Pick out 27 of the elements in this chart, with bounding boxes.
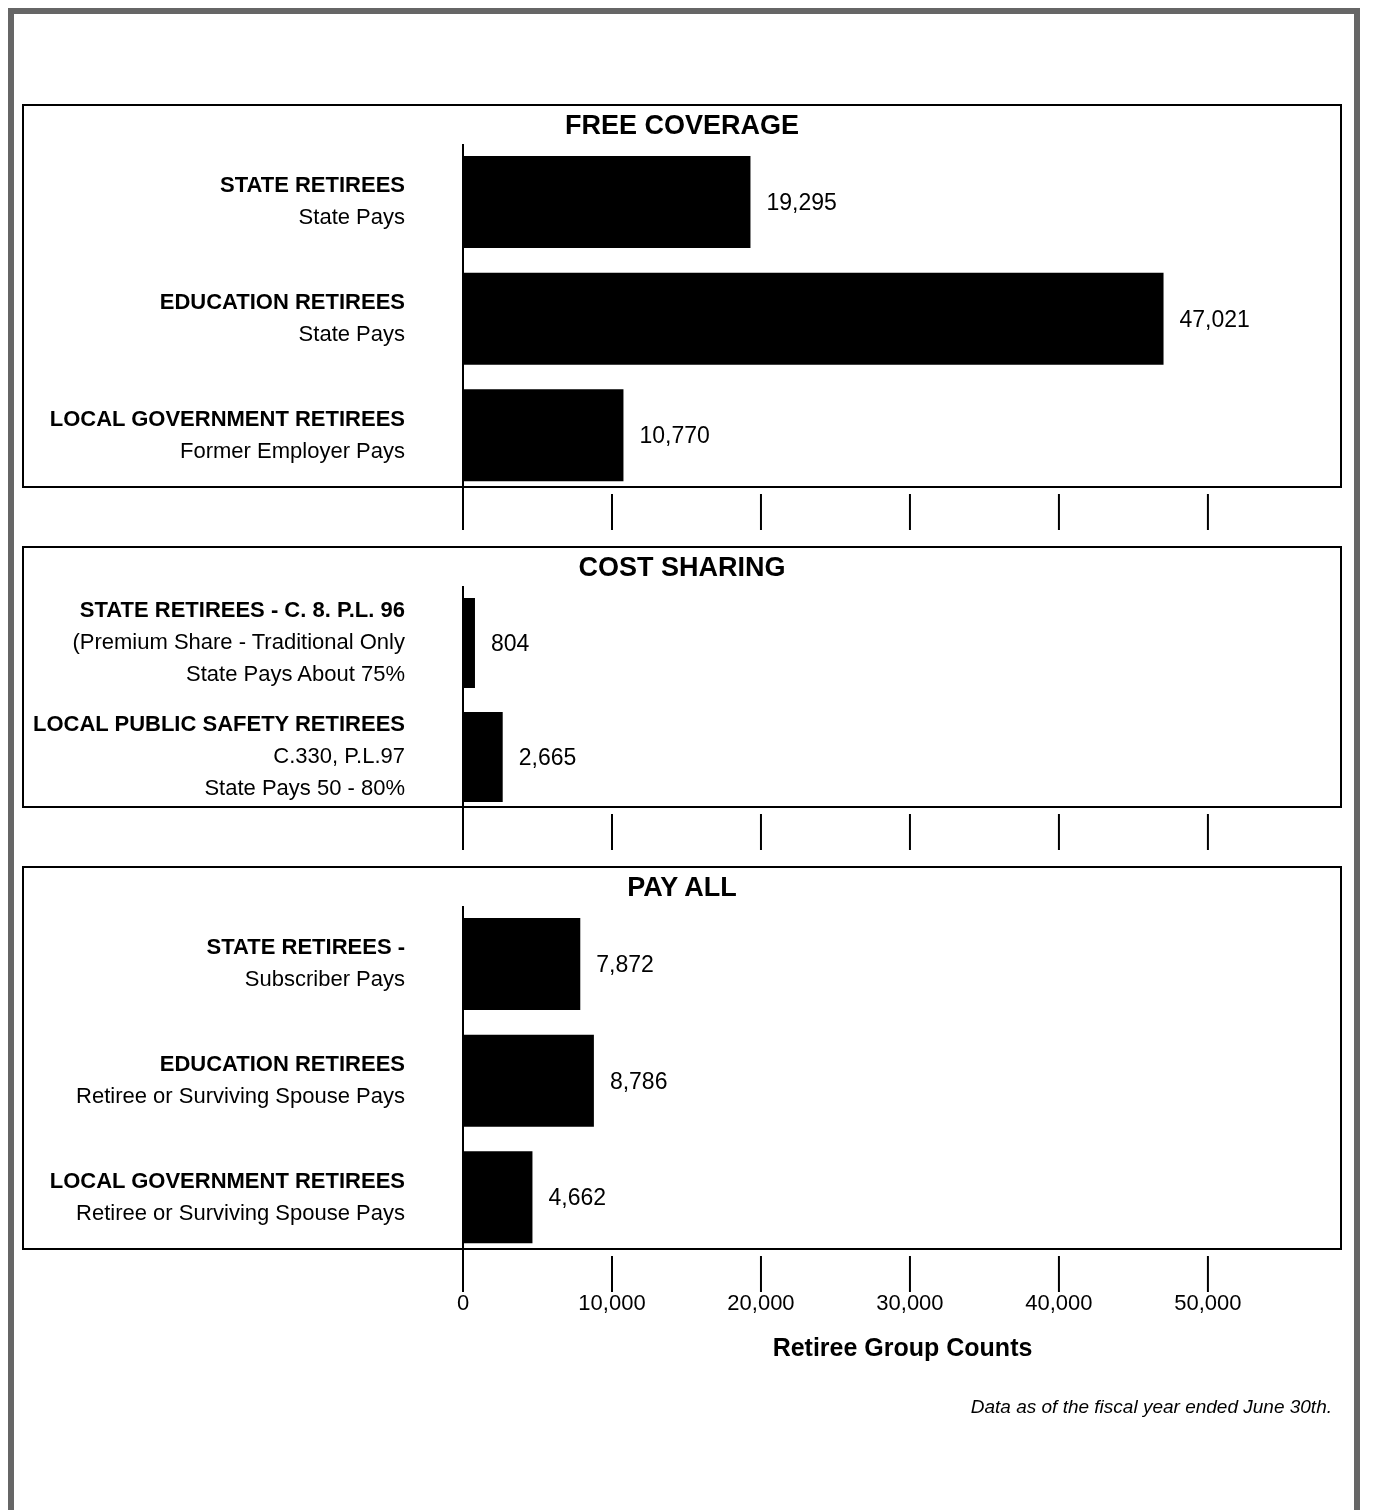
- y-tick-label: STATE RETIREES - Subscriber Pays: [206, 934, 405, 992]
- x-tick-label: 40,000: [1025, 1289, 1093, 1315]
- data-label: 19,295: [766, 189, 837, 216]
- y-tick-label: LOCAL PUBLIC SAFETY RETIREES C.330, P.L.97 State Pays 50 - 80%: [32, 710, 405, 800]
- text: Data as of the fiscal year ended June 30th.: [969, 1396, 1333, 1418]
- data-label: 8,786: [609, 1067, 668, 1094]
- data-label: 47,021: [1179, 305, 1250, 332]
- data-label: 2,665: [518, 744, 577, 771]
- x-tick-label: 20,000: [727, 1289, 795, 1315]
- data-label: 4,662: [548, 1184, 607, 1211]
- y-tick-label: EDUCATION RETIREES State Pays: [159, 288, 405, 346]
- y-tick-label: STATE RETIREES State Pays: [220, 172, 405, 230]
- x-axis-title: Retiree Group Counts: [772, 1333, 1033, 1361]
- y-tick-label: STATE RETIREES - C. 8. P.L. 96 (Premium Share - Traditional Only State Pays About 75%: [72, 596, 405, 686]
- y-tick-label: EDUCATION RETIREES Retiree or Surviving Spouse Pays: [76, 1050, 405, 1108]
- chart-title: FREE COVERAGE: [564, 110, 800, 141]
- x-tick-label: 0: [456, 1289, 470, 1315]
- y-tick-label: LOCAL GOVERNMENT RETIREES Former Employer Pays: [49, 405, 405, 463]
- x-tick-label: 50,000: [1174, 1289, 1242, 1315]
- chart-title: COST SHARING: [578, 552, 786, 583]
- x-tick-label: 30,000: [876, 1289, 944, 1315]
- data-label: 7,872: [596, 951, 654, 978]
- data-label: 10,770: [639, 422, 710, 449]
- x-tick-label: 10,000: [578, 1289, 646, 1315]
- chart-title: PAY ALL: [627, 872, 737, 903]
- data-label: 804: [490, 630, 530, 657]
- y-tick-label: LOCAL GOVERNMENT RETIREES Retiree or Surviving Spouse Pays: [49, 1167, 405, 1225]
